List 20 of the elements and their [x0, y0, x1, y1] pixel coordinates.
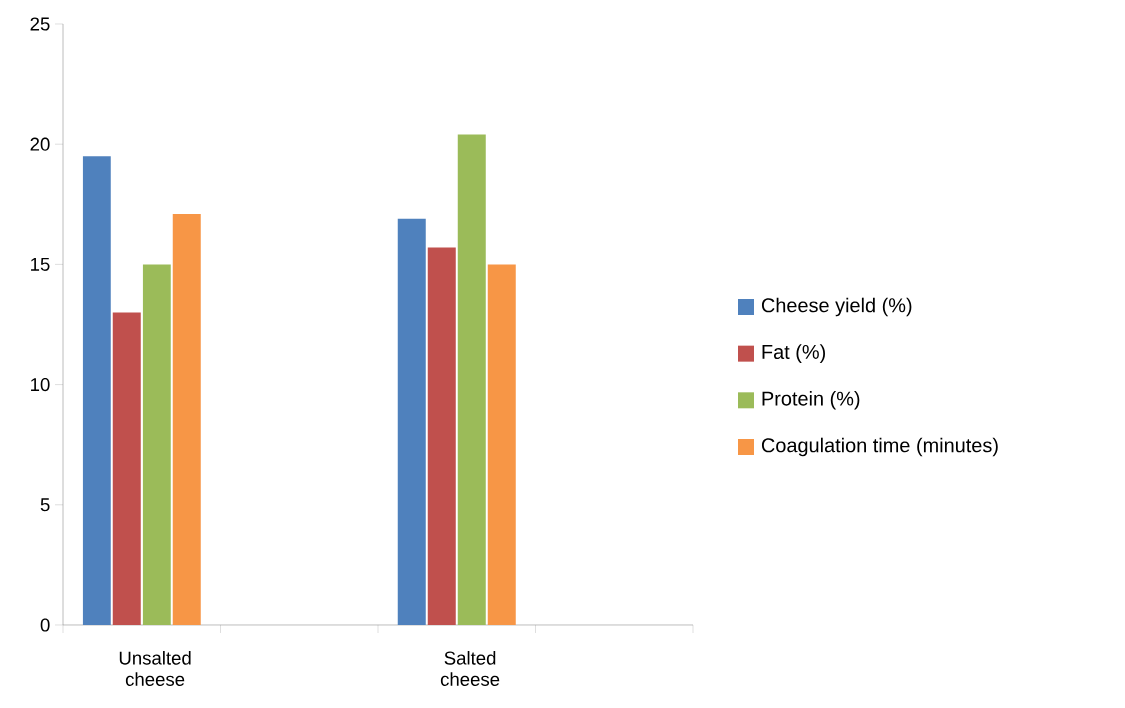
x-tick-label: Unsalted cheese — [119, 651, 191, 686]
x-tick-label: Salted cheese — [440, 651, 500, 686]
bar — [487, 264, 516, 625]
legend-label: Protein (%) — [762, 391, 860, 410]
legend-label: Fat (%) — [762, 344, 825, 363]
legend-label: Cheese yield (%) — [761, 297, 912, 317]
y-tick-label: 5 — [40, 498, 50, 512]
bar — [112, 312, 141, 625]
bar — [457, 134, 486, 625]
bar — [142, 264, 171, 625]
bar — [397, 218, 426, 625]
bar — [427, 247, 456, 625]
y-tick-label: 15 — [31, 257, 50, 271]
y-tick-label: 10 — [31, 377, 50, 392]
y-tick-label: 20 — [30, 137, 50, 151]
y-tick-label: 0 — [40, 618, 50, 632]
bar — [82, 156, 111, 625]
y-tick-label: 25 — [30, 17, 50, 31]
legend-label: Coagulation time (minutes) — [761, 437, 998, 457]
bar — [172, 213, 201, 625]
